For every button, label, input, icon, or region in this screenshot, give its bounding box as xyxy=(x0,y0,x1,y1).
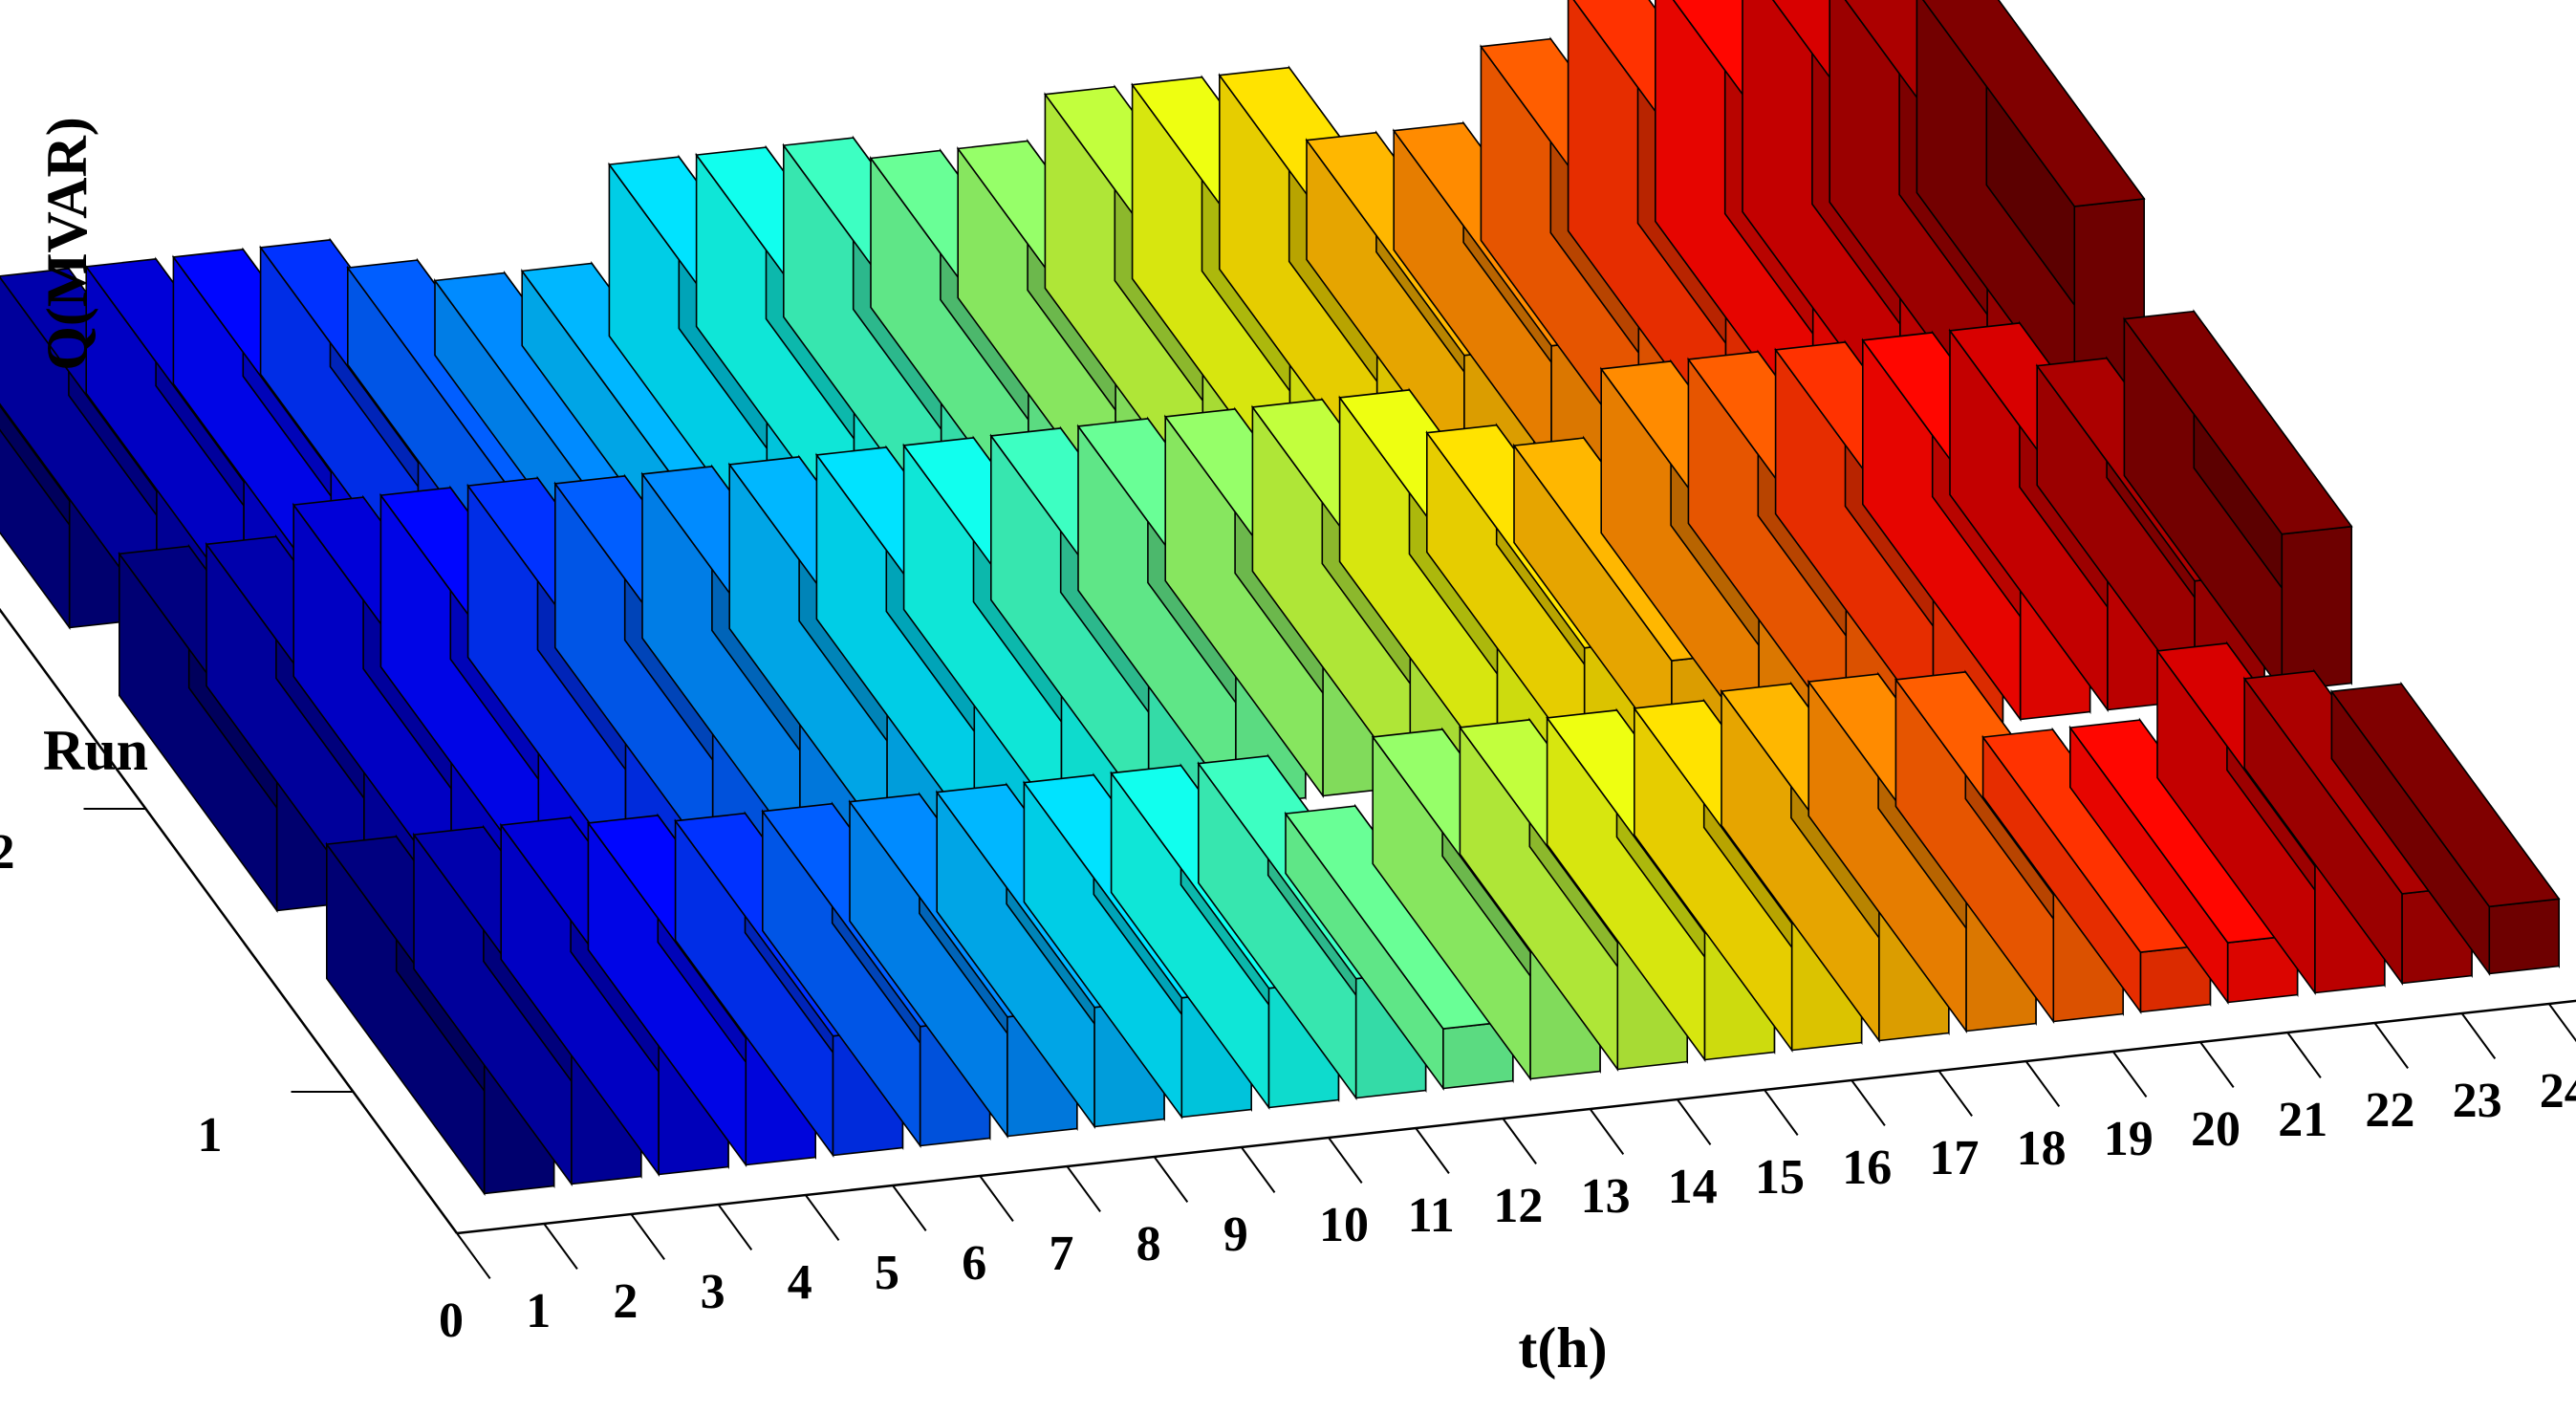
x-tick-label: 22 xyxy=(2365,1083,2414,1138)
x-tick-label: 14 xyxy=(1668,1160,1718,1214)
x-tick-label: 19 xyxy=(2104,1112,2154,1166)
x-tick xyxy=(1589,1108,1625,1155)
x-tick-label: 20 xyxy=(2191,1102,2240,1157)
x-tick-label: 4 xyxy=(788,1255,812,1310)
x-tick xyxy=(804,1194,840,1241)
x-tick xyxy=(456,1232,491,1279)
x-tick xyxy=(1415,1127,1450,1174)
x-tick xyxy=(1066,1165,1101,1212)
x-tick-label: 18 xyxy=(2017,1121,2067,1176)
x-tick xyxy=(2286,1032,2322,1078)
x-tick-label: 2 xyxy=(613,1274,638,1329)
x-tick xyxy=(1328,1137,1363,1184)
x-tick-label: 15 xyxy=(1755,1150,1805,1205)
x-tick-label: 8 xyxy=(1136,1217,1161,1272)
x-tick xyxy=(892,1185,927,1231)
x-tick xyxy=(2024,1060,2061,1107)
x-tick-label: 16 xyxy=(1842,1141,1892,1195)
bar-front-face xyxy=(2281,525,2352,692)
x-tick-label: 23 xyxy=(2453,1074,2502,1128)
x-tick xyxy=(1240,1146,1276,1193)
x-tick-label: 24 xyxy=(2540,1064,2576,1119)
x-axis-line xyxy=(456,999,2576,1235)
bars xyxy=(0,0,2561,1196)
x-tick-label: 7 xyxy=(1049,1227,1073,1281)
x-tick xyxy=(1937,1070,1973,1117)
x-tick xyxy=(2199,1041,2235,1088)
x-tick xyxy=(1676,1098,1712,1145)
x-tick-label: 5 xyxy=(875,1246,899,1300)
x-tick-label: 6 xyxy=(962,1236,986,1291)
bar xyxy=(2122,309,2353,693)
bar-top-face xyxy=(2122,310,2353,535)
tick-labels: 0123456789101112131415161718192021222324… xyxy=(0,825,2576,1348)
x-tick-label: 9 xyxy=(1223,1207,1248,1262)
x-tick xyxy=(1764,1089,1799,1136)
x-tick xyxy=(979,1175,1014,1222)
axes xyxy=(0,607,2576,1279)
x-tick xyxy=(717,1204,753,1250)
y-axis-title: Run xyxy=(43,719,148,782)
x-tick-label: 17 xyxy=(1929,1131,1979,1185)
x-tick-label: 11 xyxy=(1408,1188,1455,1243)
x-tick xyxy=(2460,1012,2497,1059)
bar xyxy=(2329,681,2561,976)
x-tick xyxy=(1502,1118,1537,1164)
x-tick-label: 12 xyxy=(1493,1179,1543,1233)
bar-top-face xyxy=(1922,0,2146,207)
y-tick-label: 1 xyxy=(198,1108,223,1163)
z-axis-title: Q(MVAR) xyxy=(35,117,98,371)
x-tick xyxy=(2373,1022,2409,1069)
bar-top-face xyxy=(2329,683,2561,908)
x-tick xyxy=(2547,1003,2576,1043)
x-tick-label: 21 xyxy=(2278,1093,2327,1147)
y-tick-label: 2 xyxy=(0,825,15,880)
x-tick-label: 3 xyxy=(701,1265,725,1319)
x-tick-label: 1 xyxy=(526,1284,551,1338)
bar xyxy=(1916,0,2146,410)
x-tick xyxy=(2111,1051,2148,1098)
x-tick-label: 10 xyxy=(1319,1198,1369,1252)
x-tick xyxy=(543,1223,578,1270)
bar-front-face xyxy=(2488,898,2560,975)
x-axis-title: t(h) xyxy=(1518,1316,1607,1380)
x-tick xyxy=(630,1213,665,1260)
x-tick-label: 13 xyxy=(1581,1169,1631,1224)
x-tick xyxy=(1851,1079,1886,1126)
x-tick-label: 0 xyxy=(439,1293,464,1348)
x-tick xyxy=(1153,1156,1189,1203)
